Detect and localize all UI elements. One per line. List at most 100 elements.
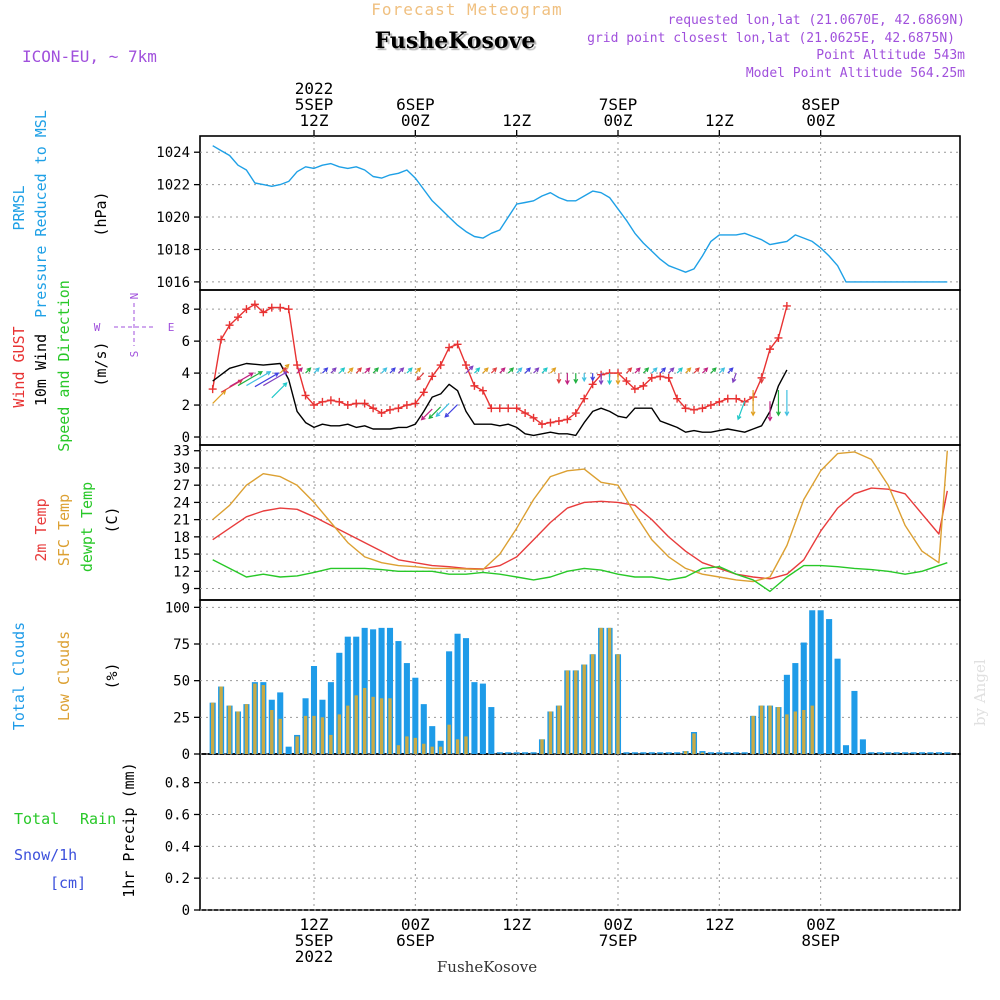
temp-sfc-line: [212, 450, 948, 583]
wind-direction-arrow: [727, 367, 734, 374]
low-cloud-bar: [759, 705, 764, 754]
precip-ytick-label: 0.6: [165, 807, 190, 823]
cloud-ytick-label: 0: [182, 747, 190, 763]
gust-point: [715, 397, 724, 406]
wind-direction-arrow: [550, 367, 557, 374]
total-cloud-bar: [446, 651, 453, 754]
wind-direction-arrow: [564, 373, 570, 386]
low-cloud-bar: [227, 705, 232, 754]
low-cloud-bar: [346, 705, 350, 754]
gust-point: [563, 415, 572, 424]
gust-point: [571, 409, 580, 418]
temp-dewpt-line: [212, 559, 948, 593]
wind-direction-arrow: [465, 365, 474, 374]
pressure-frame: [199, 135, 961, 291]
wind-direction-arrow: [474, 367, 481, 374]
low-cloud-bar: [261, 685, 266, 754]
cloud-ytick-label: 100: [165, 600, 190, 616]
compass-e: E: [168, 321, 175, 334]
bottom-time-label: 7SEP: [599, 931, 638, 950]
precip-ytick-label: 0.8: [165, 776, 190, 792]
bottom-time-label: 12Z: [300, 915, 329, 934]
wind-direction-arrow: [590, 373, 596, 382]
wind-direction-arrow: [338, 367, 346, 374]
footer-station: FusheKosove: [437, 958, 537, 976]
wind-direction-arrow: [428, 406, 442, 420]
total-cloud-bar: [285, 746, 292, 754]
wind-direction-arrow: [271, 382, 288, 399]
total-cloud-bar: [488, 707, 495, 754]
low-cloud-bar: [388, 698, 392, 754]
gust-point: [512, 404, 521, 413]
gust-point: [706, 401, 715, 410]
low-cloud-bar: [210, 702, 215, 754]
wind-direction-arrow: [702, 367, 709, 374]
total-cloud-bar: [809, 610, 816, 754]
gust-point: [343, 401, 352, 410]
wind-ytick-label: 8: [182, 302, 190, 318]
low-cloud-bar: [574, 670, 578, 754]
wind-direction-arrow: [651, 367, 658, 374]
cloud-label-low: Low Clouds: [55, 631, 73, 721]
gust-point: [630, 385, 639, 394]
low-cloud-bar: [379, 698, 384, 754]
low-cloud-bar: [236, 711, 240, 754]
wind-direction-arrow: [406, 367, 413, 374]
gust-point: [782, 301, 791, 310]
total-cloud-bar: [454, 633, 461, 754]
top-time-label: 8SEP: [801, 95, 840, 114]
total-cloud-bar: [800, 642, 807, 754]
bottom-time-label: 5SEP: [295, 931, 334, 950]
wind-direction-arrow: [759, 373, 764, 384]
wind-direction-arrow: [499, 367, 506, 374]
low-cloud-bar: [329, 734, 333, 754]
gust-point: [402, 401, 411, 410]
chart-series: [208, 145, 951, 754]
total-cloud-bar: [851, 690, 858, 754]
wind-direction-arrow: [435, 403, 450, 418]
gust-point: [698, 404, 707, 413]
low-cloud-bar: [464, 736, 468, 754]
wind-direction-arrow: [767, 401, 773, 422]
wind-direction-arrow: [305, 367, 312, 374]
wind-direction-arrow: [296, 367, 303, 374]
temp-ytick-label: 12: [173, 564, 190, 580]
low-cloud-bar: [270, 710, 274, 754]
precip-label-total: Total: [14, 810, 59, 828]
pressure-ytick-label: 1024: [156, 145, 190, 161]
axis-ticks: 1016101810201022102402468912151821242730…: [156, 79, 840, 966]
gust-point: [369, 404, 378, 413]
gust-point: [673, 394, 682, 403]
low-cloud-bar: [362, 688, 367, 754]
total-cloud-bar: [370, 629, 377, 754]
gust-point: [462, 361, 470, 370]
wind-direction-arrow: [541, 367, 548, 374]
low-cloud-bar: [354, 695, 358, 754]
low-cloud-bar: [253, 683, 257, 754]
low-cloud-bar: [793, 711, 798, 754]
pressure-ytick-label: 1018: [156, 242, 190, 258]
top-time-label: 5SEP: [295, 95, 334, 114]
compass-rose: W E N S: [94, 293, 175, 358]
wind-speed-line: [212, 362, 788, 437]
wind-direction-arrow: [642, 367, 650, 374]
low-cloud-bar: [219, 686, 223, 754]
wind-direction-arrow: [634, 367, 641, 374]
wind-direction-arrow: [598, 373, 604, 386]
temp-label-sfc: SFC Temp: [55, 494, 73, 566]
gust-point: [690, 405, 698, 414]
gust-point: [259, 308, 268, 317]
pressure-ytick-label: 1022: [156, 178, 190, 194]
low-cloud-bar: [422, 743, 426, 754]
low-cloud-bar: [768, 705, 772, 754]
cloud-ytick-label: 75: [173, 637, 190, 653]
wind-label-10m: 10m Wind: [32, 334, 50, 406]
top-time-label: 00Z: [806, 111, 835, 130]
requested-coords: requested lon,lat (21.0670E, 42.6869N): [668, 13, 965, 28]
wind-direction-arrow: [736, 401, 746, 421]
pressure-ytick-label: 1016: [156, 275, 190, 291]
precip-ytick-label: 0.2: [165, 871, 190, 887]
wind-direction-arrow: [398, 367, 405, 374]
wind-direction-arrow: [444, 404, 458, 418]
gust-point: [664, 373, 673, 382]
